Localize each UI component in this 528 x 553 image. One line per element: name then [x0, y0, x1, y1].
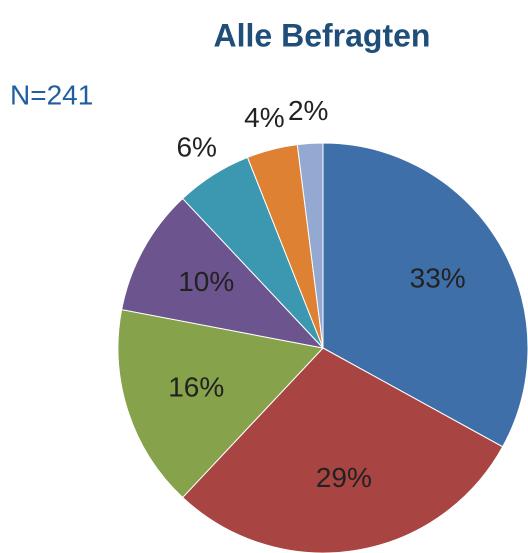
data-label: 33%: [410, 263, 466, 294]
data-label: 6%: [176, 131, 216, 162]
pie-slice: [117, 309, 324, 499]
annotation: N=241: [10, 79, 93, 110]
data-label: 4%: [244, 102, 284, 133]
data-label: 29%: [316, 462, 372, 493]
data-label: 16%: [168, 372, 224, 403]
chart-title: Alle Befragten: [214, 17, 431, 53]
data-label: 2%: [288, 95, 328, 126]
pie-slice: [322, 142, 528, 448]
pie-slice: [121, 197, 325, 349]
pie-slice: [181, 347, 504, 553]
pie-slice: [296, 142, 324, 349]
data-label: 10%: [178, 266, 234, 297]
